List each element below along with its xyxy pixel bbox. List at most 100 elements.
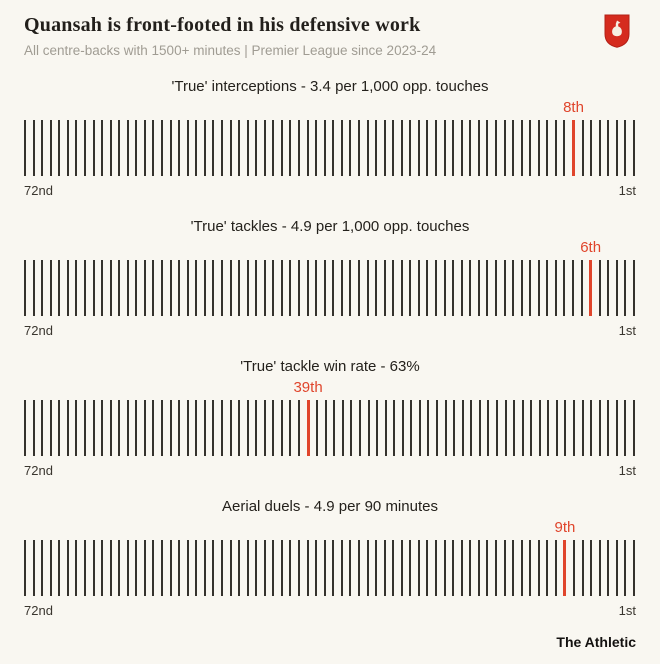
rank-tick	[443, 120, 446, 176]
tick-slot	[255, 400, 258, 456]
tick-slot	[409, 260, 412, 316]
rank-tick	[357, 260, 360, 316]
rank-tick	[143, 540, 146, 596]
rank-tick	[255, 400, 258, 456]
rank-strip-chart: 'True' tackles - 4.9 per 1,000 opp. touc…	[24, 204, 636, 338]
tick-slot	[546, 120, 549, 176]
rank-tick	[324, 400, 327, 456]
tick-slot	[220, 120, 223, 176]
tick-slot	[632, 400, 635, 456]
tick-slot	[66, 540, 69, 596]
tick-slot	[118, 540, 121, 596]
rank-tick	[487, 400, 490, 456]
rank-tick	[238, 400, 241, 456]
rank-tick	[460, 260, 463, 316]
tick-slot	[75, 540, 78, 596]
tick-slot	[598, 260, 601, 316]
rank-tick	[546, 260, 549, 316]
tick-slot	[101, 260, 104, 316]
tick-slot	[384, 400, 387, 456]
tick-slot	[332, 120, 335, 176]
rank-tick	[400, 120, 403, 176]
tick-slot	[272, 540, 275, 596]
tick-slot	[92, 260, 95, 316]
tick-slot	[615, 260, 618, 316]
rank-tick	[357, 120, 360, 176]
rank-tick	[118, 540, 121, 596]
rank-tick	[538, 400, 541, 456]
highlight-rank-tick	[572, 120, 575, 176]
rank-tick	[435, 260, 437, 316]
rank-tick	[358, 400, 361, 456]
axis-label-right: 1st	[618, 463, 636, 478]
tick-slot	[272, 260, 275, 316]
rank-tick	[212, 540, 215, 596]
rank-tick	[49, 260, 52, 316]
rank-tick	[298, 260, 300, 316]
rank-tick	[92, 260, 95, 316]
tick-slot	[229, 400, 232, 456]
rank-tick	[581, 120, 584, 176]
rank-tick	[49, 120, 52, 176]
tick-slot	[186, 260, 189, 316]
rank-tick	[554, 260, 557, 316]
rank-tick	[409, 260, 412, 316]
tick-slot	[83, 400, 86, 456]
rank-tick	[195, 400, 198, 456]
tick-slot	[229, 260, 232, 316]
highlight-rank-tick	[589, 260, 593, 316]
tick-slot	[624, 260, 627, 316]
tick-slot	[169, 540, 172, 596]
tick-slot	[118, 260, 121, 316]
rank-tick	[161, 400, 163, 456]
rank-tick	[246, 540, 249, 596]
tick-slot	[383, 540, 386, 596]
rank-tick	[546, 540, 549, 596]
tick-slot	[537, 540, 540, 596]
tick-slot	[178, 120, 181, 176]
tick-slot	[400, 120, 403, 176]
rank-tick	[590, 400, 593, 456]
rank-tick	[289, 120, 292, 176]
rank-tick	[178, 120, 181, 176]
rank-tick	[238, 540, 241, 596]
tick-slot	[443, 120, 446, 176]
tick-slot	[443, 540, 446, 596]
rank-tick	[169, 260, 172, 316]
rank-tick	[615, 400, 618, 456]
tick-slot	[452, 260, 455, 316]
rank-tick	[417, 540, 420, 596]
rank-tick	[452, 120, 455, 176]
tick-slot	[49, 120, 52, 176]
rank-tick	[632, 260, 635, 316]
rank-tick	[229, 120, 232, 176]
tick-slot	[400, 260, 403, 316]
tick-slot	[392, 260, 395, 316]
rank-tick	[126, 260, 129, 316]
tick-slot	[443, 260, 446, 316]
rank-tick	[366, 120, 369, 176]
rank-tick	[178, 400, 181, 456]
tick-slot	[238, 540, 241, 596]
tick-slot	[32, 400, 35, 456]
rank-tick	[143, 400, 146, 456]
tick-slot	[632, 260, 635, 316]
rank-tick	[375, 540, 378, 596]
rank-tick	[49, 400, 52, 456]
tick-slot	[280, 540, 283, 596]
tick-slot	[246, 400, 249, 456]
rank-tick	[315, 260, 318, 316]
rank-strip: 8th	[24, 95, 636, 176]
rank-tick	[109, 120, 112, 176]
tick-slot	[263, 260, 266, 316]
tick-slot	[143, 400, 146, 456]
tick-slot	[607, 120, 610, 176]
tick-slot	[469, 540, 472, 596]
tick-slot	[383, 260, 386, 316]
tick-slot	[461, 400, 464, 456]
rank-tick	[598, 120, 601, 176]
rank-tick	[615, 260, 618, 316]
rank-tick	[624, 120, 627, 176]
rank-tick	[581, 540, 584, 596]
rank-tick	[169, 120, 172, 176]
